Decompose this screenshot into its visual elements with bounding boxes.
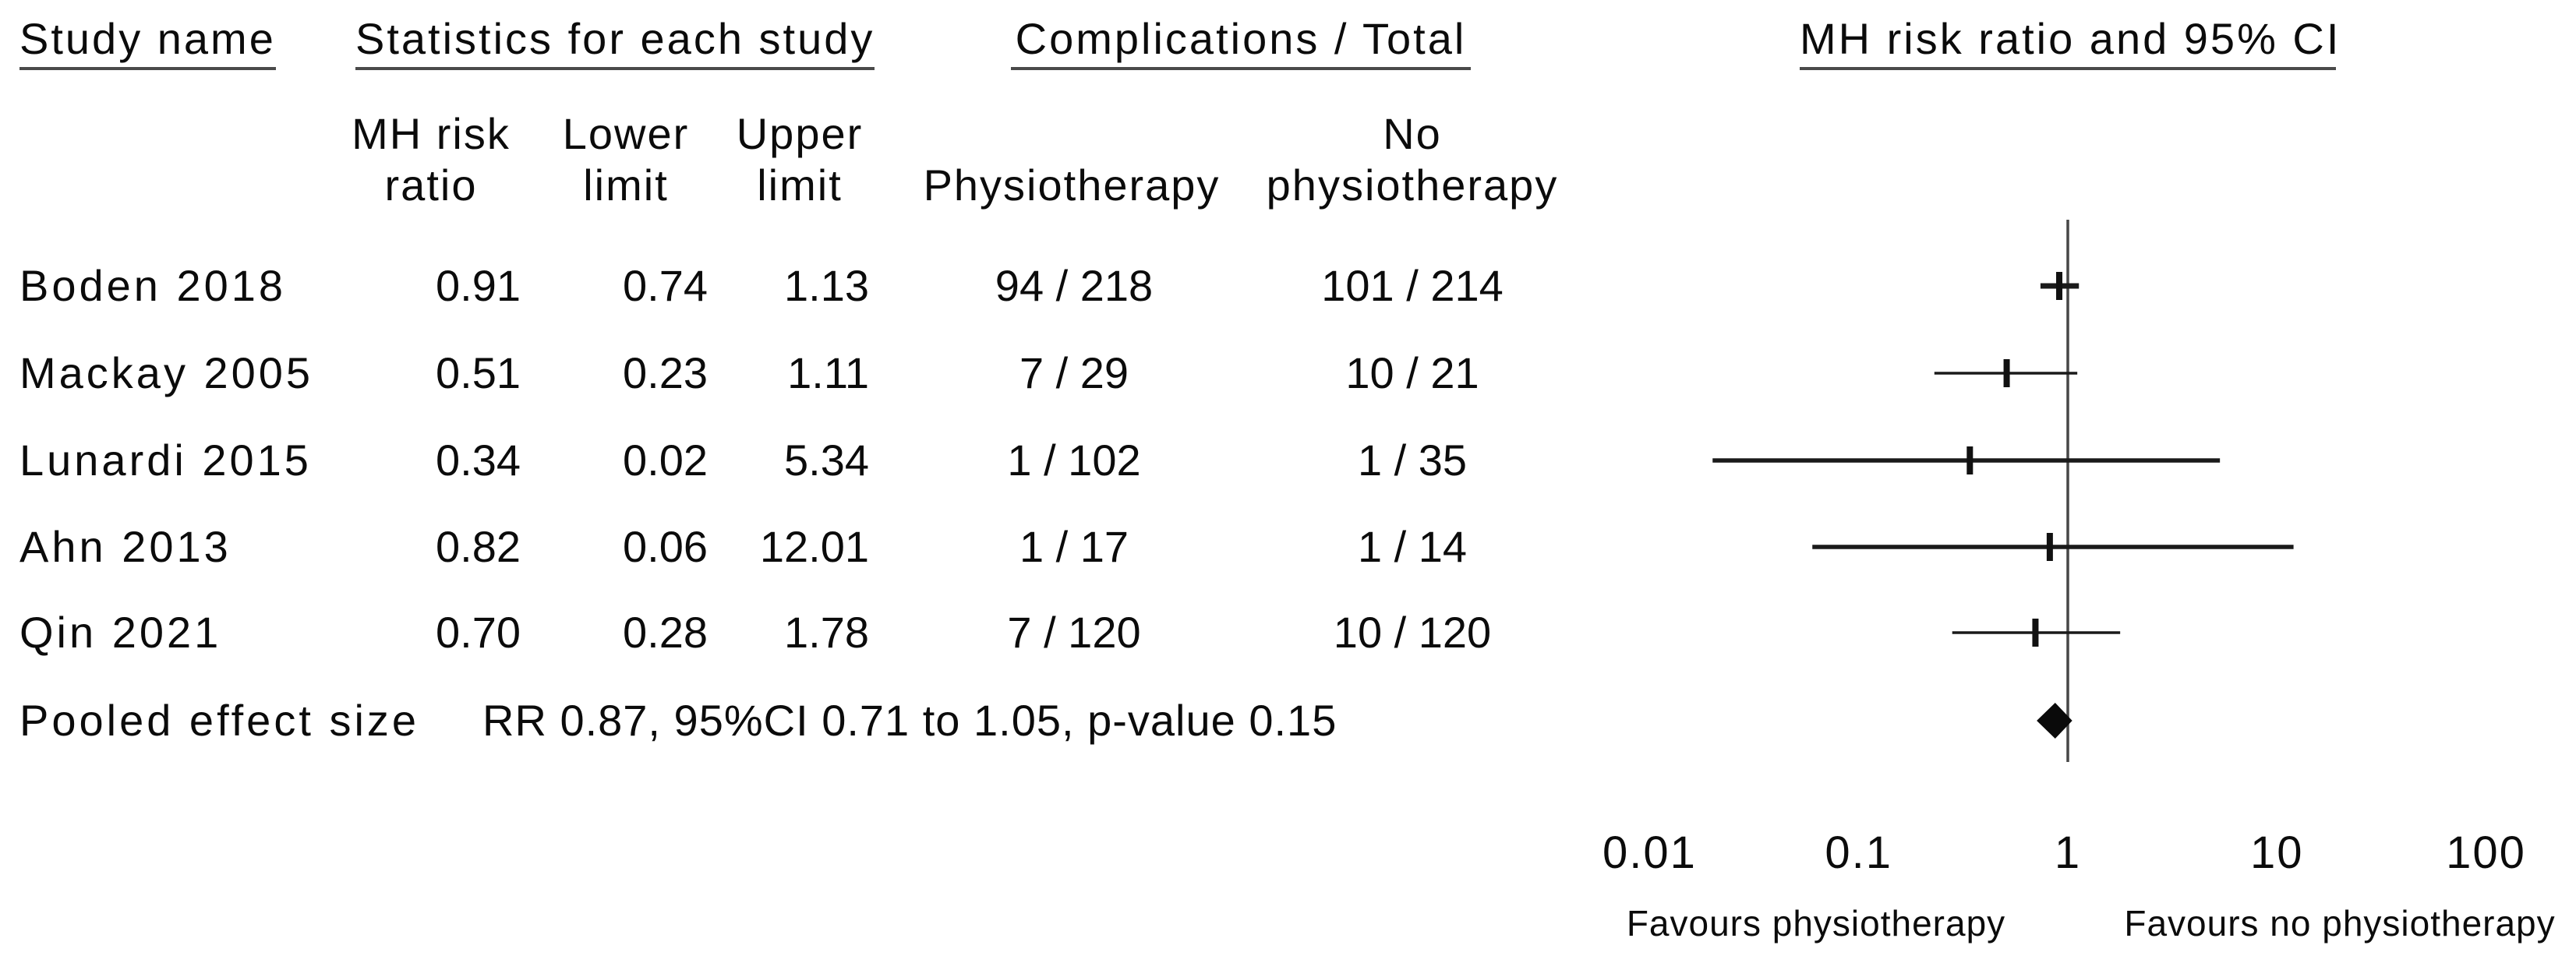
subheader-mh-risk-ratio-line2: ratio	[384, 160, 478, 210]
no-physio-events-lunardi-2015: 1 / 35	[1357, 436, 1468, 485]
x-axis-tick-label-100: 100	[2446, 827, 2526, 878]
pooled-effect-label: Pooled effect size	[19, 696, 420, 745]
subheader-no-physiotherapy: No physiotherapy	[1217, 108, 1607, 211]
subheader-no-physiotherapy-line2: physiotherapy	[1266, 160, 1559, 210]
no-physio-events-boden-2018: 101 / 214	[1321, 261, 1504, 310]
subheader-mh-risk-ratio-line1: MH risk	[352, 109, 511, 158]
no-physio-events-ahn-2013: 1 / 14	[1357, 522, 1468, 571]
study-name-lunardi-2015: Lunardi 2015	[19, 436, 312, 485]
rr-value-mackay-2005: 0.51	[436, 348, 521, 397]
favours-left-label: Favours physiotherapy	[1626, 903, 2006, 944]
x-axis-tick-label-1: 1	[2054, 827, 2082, 878]
upper-limit-boden-2018: 1.13	[784, 261, 869, 310]
rr-value-qin-2021: 0.70	[436, 608, 521, 657]
subheader-upper-limit-line1: Upper	[736, 109, 864, 158]
subheader-lower-limit-line1: Lower	[562, 109, 690, 158]
upper-limit-mackay-2005: 1.11	[787, 348, 869, 397]
physio-events-boden-2018: 94 / 218	[995, 261, 1154, 310]
x-axis-tick-label-10: 10	[2249, 827, 2304, 878]
chart-title: MH risk ratio and 95% CI	[1800, 16, 2338, 70]
subheader-upper-limit: Upper limit	[683, 108, 917, 211]
upper-limit-ahn-2013: 12.01	[759, 522, 869, 571]
lower-limit-lunardi-2015: 0.02	[623, 436, 708, 485]
no-physio-events-qin-2021: 10 / 120	[1333, 608, 1492, 657]
physio-events-qin-2021: 7 / 120	[1007, 608, 1141, 657]
physio-events-lunardi-2015: 1 / 102	[1007, 436, 1141, 485]
subheader-no-physiotherapy-line1: No	[1383, 109, 1442, 158]
subheader-upper-limit-line2: limit	[757, 160, 843, 210]
subheader-lower-limit: Lower limit	[509, 108, 743, 211]
lower-limit-ahn-2013: 0.06	[623, 522, 708, 571]
subheader-lower-limit-line2: limit	[583, 160, 669, 210]
rr-value-ahn-2013: 0.82	[436, 522, 521, 571]
lower-limit-qin-2021: 0.28	[623, 608, 708, 657]
study-name-ahn-2013: Ahn 2013	[19, 522, 231, 571]
x-axis-tick-label-0.01: 0.01	[1602, 827, 1697, 878]
upper-limit-lunardi-2015: 5.34	[784, 436, 869, 485]
subheader-mh-risk-ratio: MH risk ratio	[275, 108, 587, 211]
column-header-study-name: Study name	[19, 16, 276, 70]
study-name-boden-2018: Boden 2018	[19, 261, 287, 310]
column-header-statistics: Statistics for each study	[355, 16, 875, 70]
rr-value-lunardi-2015: 0.34	[436, 436, 521, 485]
x-axis-tick-label-0.1: 0.1	[1825, 827, 1893, 878]
pooled-effect-summary: RR 0.87, 95%CI 0.71 to 1.05, p-value 0.1…	[482, 696, 1337, 745]
pooled-diamond	[2037, 703, 2072, 739]
no-physio-events-mackay-2005: 10 / 21	[1345, 348, 1479, 397]
rr-value-boden-2018: 0.91	[436, 261, 521, 310]
upper-limit-qin-2021: 1.78	[784, 608, 869, 657]
lower-limit-boden-2018: 0.74	[623, 261, 708, 310]
subheader-physiotherapy: Physiotherapy	[923, 160, 1221, 210]
column-header-complications-total: Complications / Total	[1011, 16, 1471, 70]
study-name-qin-2021: Qin 2021	[19, 608, 222, 657]
favours-right-label: Favours no physiotherapy	[2124, 903, 2556, 944]
lower-limit-mackay-2005: 0.23	[623, 348, 708, 397]
study-name-mackay-2005: Mackay 2005	[19, 348, 314, 397]
physio-events-ahn-2013: 1 / 17	[1019, 522, 1129, 571]
physio-events-mackay-2005: 7 / 29	[1019, 348, 1129, 397]
